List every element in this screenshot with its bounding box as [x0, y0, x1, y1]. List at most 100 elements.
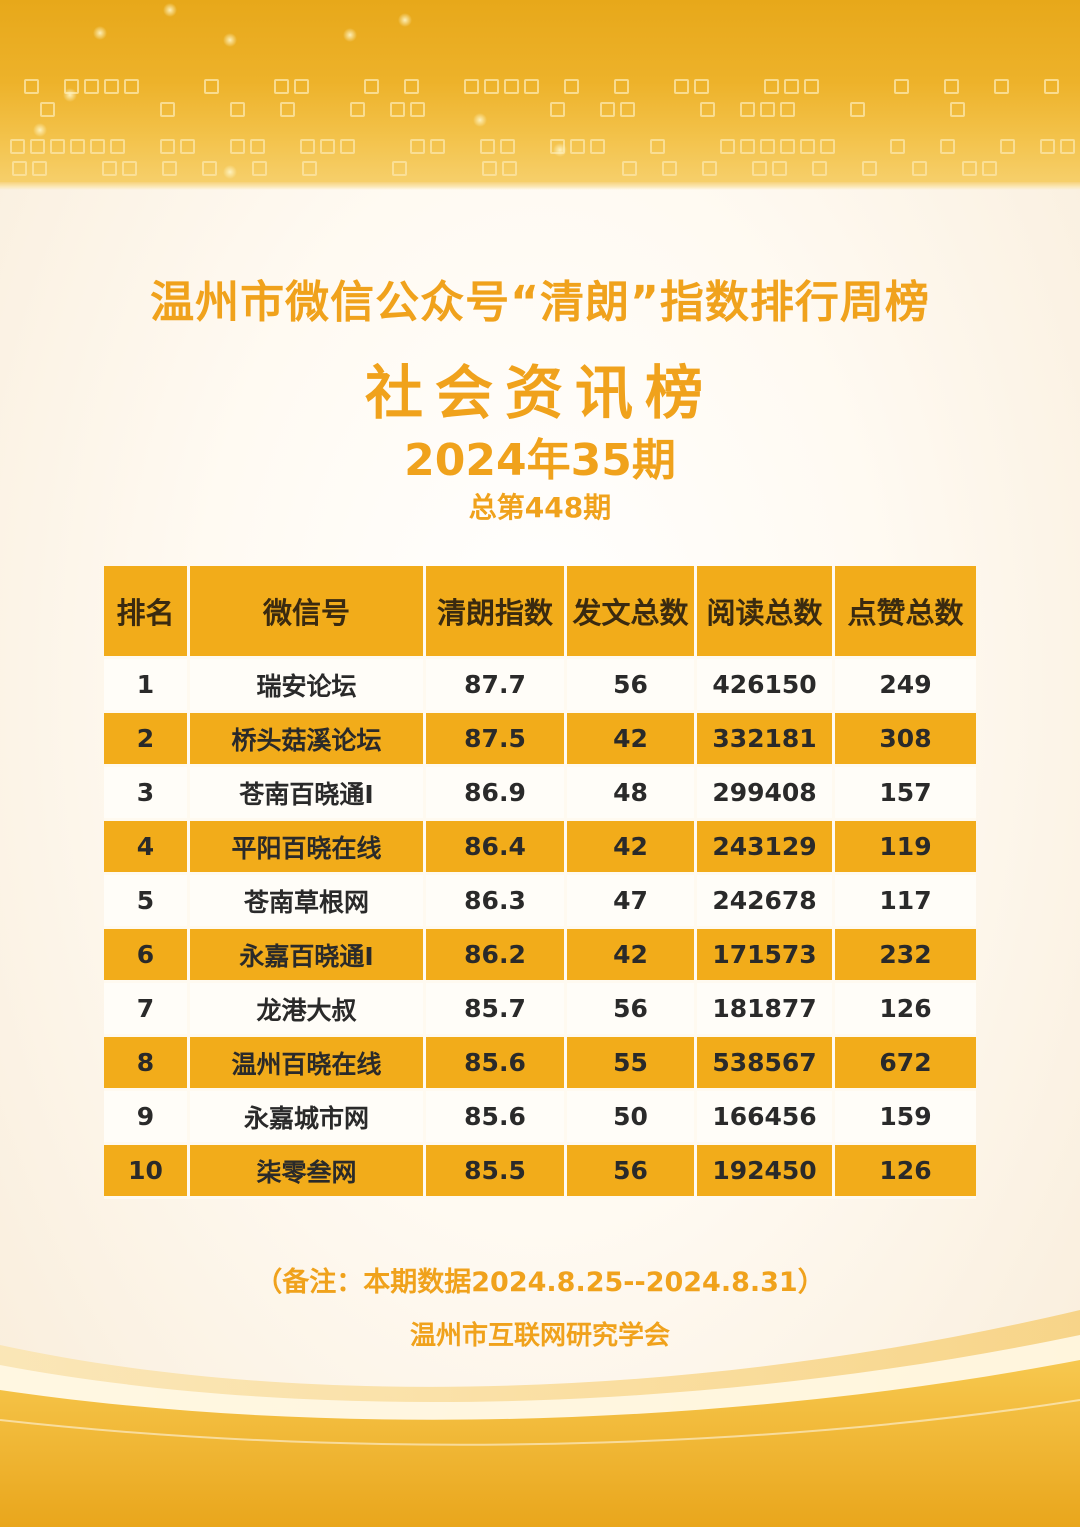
page-title: 温州市微信公众号“清朗”指数排行周榜 [150, 277, 930, 328]
banner-square [500, 139, 515, 154]
banner-square [752, 161, 767, 176]
banner-square [70, 139, 85, 154]
cell-rank: 1 [104, 659, 190, 713]
banner-square [524, 79, 539, 94]
banner-square [24, 79, 39, 94]
column-header-account: 微信号 [190, 566, 426, 659]
banner-square [84, 79, 99, 94]
cell-reads: 242678 [697, 875, 835, 929]
banner-square [564, 79, 579, 94]
banner-sparkle [343, 28, 357, 42]
banner-square [740, 139, 755, 154]
banner-square [740, 102, 755, 117]
data-period-note: （备注：本期数据2024.8.25--2024.8.31） [255, 1267, 825, 1298]
banner-square [994, 79, 1009, 94]
banner-square [622, 161, 637, 176]
table-row: 10 柒零叁网 85.5 56 192450 126 [104, 1145, 976, 1199]
cell-index: 86.2 [426, 929, 567, 983]
cell-index: 85.7 [426, 983, 567, 1037]
cell-posts: 50 [567, 1091, 697, 1145]
column-header-index: 清朗指数 [426, 566, 567, 659]
banner-square [280, 102, 295, 117]
cell-rank: 8 [104, 1037, 190, 1091]
cell-reads: 299408 [697, 767, 835, 821]
banner-square [202, 161, 217, 176]
banner-square [300, 139, 315, 154]
organization-name: 温州市互联网研究学会 [409, 1321, 670, 1351]
banner-square [30, 139, 45, 154]
banner-square [340, 139, 355, 154]
cell-index: 85.5 [426, 1145, 567, 1199]
column-header-posts: 发文总数 [567, 566, 697, 659]
cell-posts: 56 [567, 1145, 697, 1199]
table-row: 2 桥头菇溪论坛 87.5 42 332181 308 [104, 713, 976, 767]
cell-reads: 192450 [697, 1145, 835, 1199]
cell-reads: 426150 [697, 659, 835, 713]
table-row: 4 平阳百晓在线 86.4 42 243129 119 [104, 821, 976, 875]
banner-square [410, 102, 425, 117]
banner-sparkle [223, 33, 237, 47]
cell-account: 龙港大叔 [190, 983, 426, 1037]
banner-square [650, 139, 665, 154]
cell-account: 瑞安论坛 [190, 659, 426, 713]
banner-square [404, 79, 419, 94]
cell-likes: 119 [835, 821, 976, 875]
banner-square [570, 139, 585, 154]
banner-square [550, 102, 565, 117]
banner-square [410, 139, 425, 154]
banner-square [1000, 139, 1015, 154]
cell-account: 平阳百晓在线 [190, 821, 426, 875]
banner-square [780, 102, 795, 117]
cell-posts: 42 [567, 929, 697, 983]
table-row: 1 瑞安论坛 87.7 56 426150 249 [104, 659, 976, 713]
cell-likes: 672 [835, 1037, 976, 1091]
cell-account: 苍南百晓通I [190, 767, 426, 821]
banner-square [250, 139, 265, 154]
page-subtitle: 社会资讯榜 [364, 359, 715, 427]
banner-square [820, 139, 835, 154]
banner-square [662, 161, 677, 176]
banner-square [392, 161, 407, 176]
banner-square [204, 79, 219, 94]
banner-square [350, 102, 365, 117]
ranking-table-container: 排名 微信号 清朗指数 发文总数 阅读总数 点赞总数 1 瑞安论坛 87.7 5… [104, 566, 976, 1199]
banner-square [1060, 139, 1075, 154]
banner-pattern [10, 3, 1075, 179]
cell-likes: 249 [835, 659, 976, 713]
table-row: 3 苍南百晓通I 86.9 48 299408 157 [104, 767, 976, 821]
banner-square [590, 139, 605, 154]
banner-square [464, 79, 479, 94]
banner-square [674, 79, 689, 94]
banner-square [694, 79, 709, 94]
cell-likes: 126 [835, 983, 976, 1037]
banner-square [760, 139, 775, 154]
banner-square [230, 139, 245, 154]
banner-sparkle [63, 88, 77, 102]
issue-number: 2024年35期 [404, 435, 676, 486]
cell-rank: 3 [104, 767, 190, 821]
ranking-table: 排名 微信号 清朗指数 发文总数 阅读总数 点赞总数 1 瑞安论坛 87.7 5… [104, 566, 976, 1199]
cell-index: 85.6 [426, 1037, 567, 1091]
cell-reads: 243129 [697, 821, 835, 875]
banner-square [812, 161, 827, 176]
banner-sparkle [398, 13, 412, 27]
column-header-reads: 阅读总数 [697, 566, 835, 659]
banner-square [764, 79, 779, 94]
banner-square [502, 161, 517, 176]
banner-square [504, 79, 519, 94]
banner-sparkle [553, 143, 567, 157]
banner-square [800, 139, 815, 154]
table-row: 9 永嘉城市网 85.6 50 166456 159 [104, 1091, 976, 1145]
cell-index: 85.6 [426, 1091, 567, 1145]
cell-likes: 308 [835, 713, 976, 767]
banner-square [302, 161, 317, 176]
banner-square [804, 79, 819, 94]
banner-square [702, 161, 717, 176]
cell-account: 苍南草根网 [190, 875, 426, 929]
cell-likes: 232 [835, 929, 976, 983]
banner-square [940, 139, 955, 154]
cell-reads: 538567 [697, 1037, 835, 1091]
banner-square [862, 161, 877, 176]
cell-posts: 56 [567, 983, 697, 1037]
